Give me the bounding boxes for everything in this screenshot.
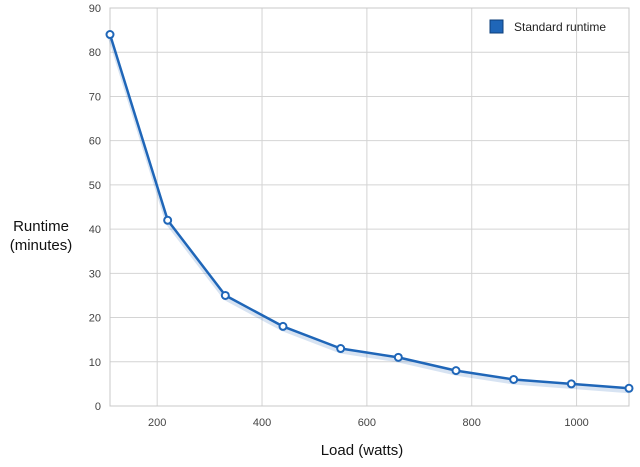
legend[interactable]: Standard runtime: [489, 19, 606, 34]
data-point[interactable]: [393, 352, 403, 362]
data-point[interactable]: [278, 321, 288, 331]
y-tick-label: 40: [89, 224, 101, 236]
y-tick-label: 10: [89, 357, 101, 369]
y-axis-ticks: 0 10 20 30 40 50 60 70 80 90: [89, 3, 101, 413]
data-point[interactable]: [163, 215, 173, 225]
x-tick-label: 200: [148, 417, 166, 429]
y-tick-label: 60: [89, 136, 101, 148]
data-point[interactable]: [566, 379, 576, 389]
x-tick-label: 800: [463, 417, 481, 429]
y-tick-label: 0: [95, 401, 101, 413]
data-point[interactable]: [509, 374, 519, 384]
data-point[interactable]: [105, 30, 115, 40]
data-point[interactable]: [451, 366, 461, 376]
series-layer: [105, 30, 634, 394]
x-tick-label: 600: [358, 417, 376, 429]
x-axis-ticks: 200 400 600 800 1000: [148, 417, 589, 429]
y-tick-label: 70: [89, 91, 101, 103]
y-tick-label: 50: [89, 180, 101, 192]
data-point[interactable]: [336, 344, 346, 354]
series-line-shadow: [108, 36, 630, 394]
x-tick-label: 400: [253, 417, 271, 429]
x-tick-label: 1000: [564, 417, 588, 429]
y-axis-title-line2: (minutes): [10, 237, 73, 254]
data-point[interactable]: [624, 383, 634, 393]
plot-border: [109, 7, 630, 407]
series-line: [108, 34, 630, 390]
legend-swatch: [489, 19, 504, 34]
y-tick-label: 30: [89, 268, 101, 280]
y-axis-title-line1: Runtime: [13, 218, 69, 235]
grid: [110, 7, 629, 407]
legend-label: Standard runtime: [514, 20, 606, 34]
x-axis-title: Load (watts): [321, 442, 404, 459]
y-tick-label: 20: [89, 313, 101, 325]
data-point[interactable]: [220, 290, 230, 300]
y-tick-label: 90: [89, 3, 101, 15]
y-tick-label: 80: [89, 47, 101, 59]
